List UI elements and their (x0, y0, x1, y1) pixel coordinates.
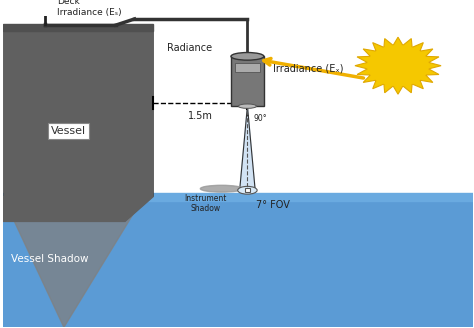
Text: Radiance: Radiance (167, 43, 212, 53)
Polygon shape (240, 106, 255, 190)
Ellipse shape (238, 104, 256, 108)
Bar (3, 196, 474, 327)
Polygon shape (3, 196, 153, 221)
Ellipse shape (201, 185, 243, 192)
Polygon shape (3, 196, 144, 327)
Bar (3, 194, 474, 201)
Bar (245, 188, 250, 192)
Text: Vessel Shadow: Vessel Shadow (11, 254, 89, 264)
Bar (3, 31, 153, 196)
Polygon shape (355, 37, 441, 94)
Text: 90°: 90° (253, 114, 267, 123)
Bar (231, 56, 264, 106)
Ellipse shape (237, 186, 257, 194)
Ellipse shape (231, 52, 264, 60)
Bar (39, 0, 51, 7)
Text: Vessel: Vessel (51, 126, 86, 136)
Text: Deck
Irradiance (Eₛ): Deck Irradiance (Eₛ) (57, 0, 121, 16)
Text: 7° FOV: 7° FOV (256, 200, 290, 210)
Bar (235, 63, 260, 72)
Circle shape (368, 46, 428, 86)
Text: Irradiance (Eₓ): Irradiance (Eₓ) (273, 64, 344, 74)
Bar (3, 24, 153, 31)
Text: 1.5m: 1.5m (188, 111, 213, 121)
Text: Instrument
Shadow: Instrument Shadow (184, 194, 226, 214)
